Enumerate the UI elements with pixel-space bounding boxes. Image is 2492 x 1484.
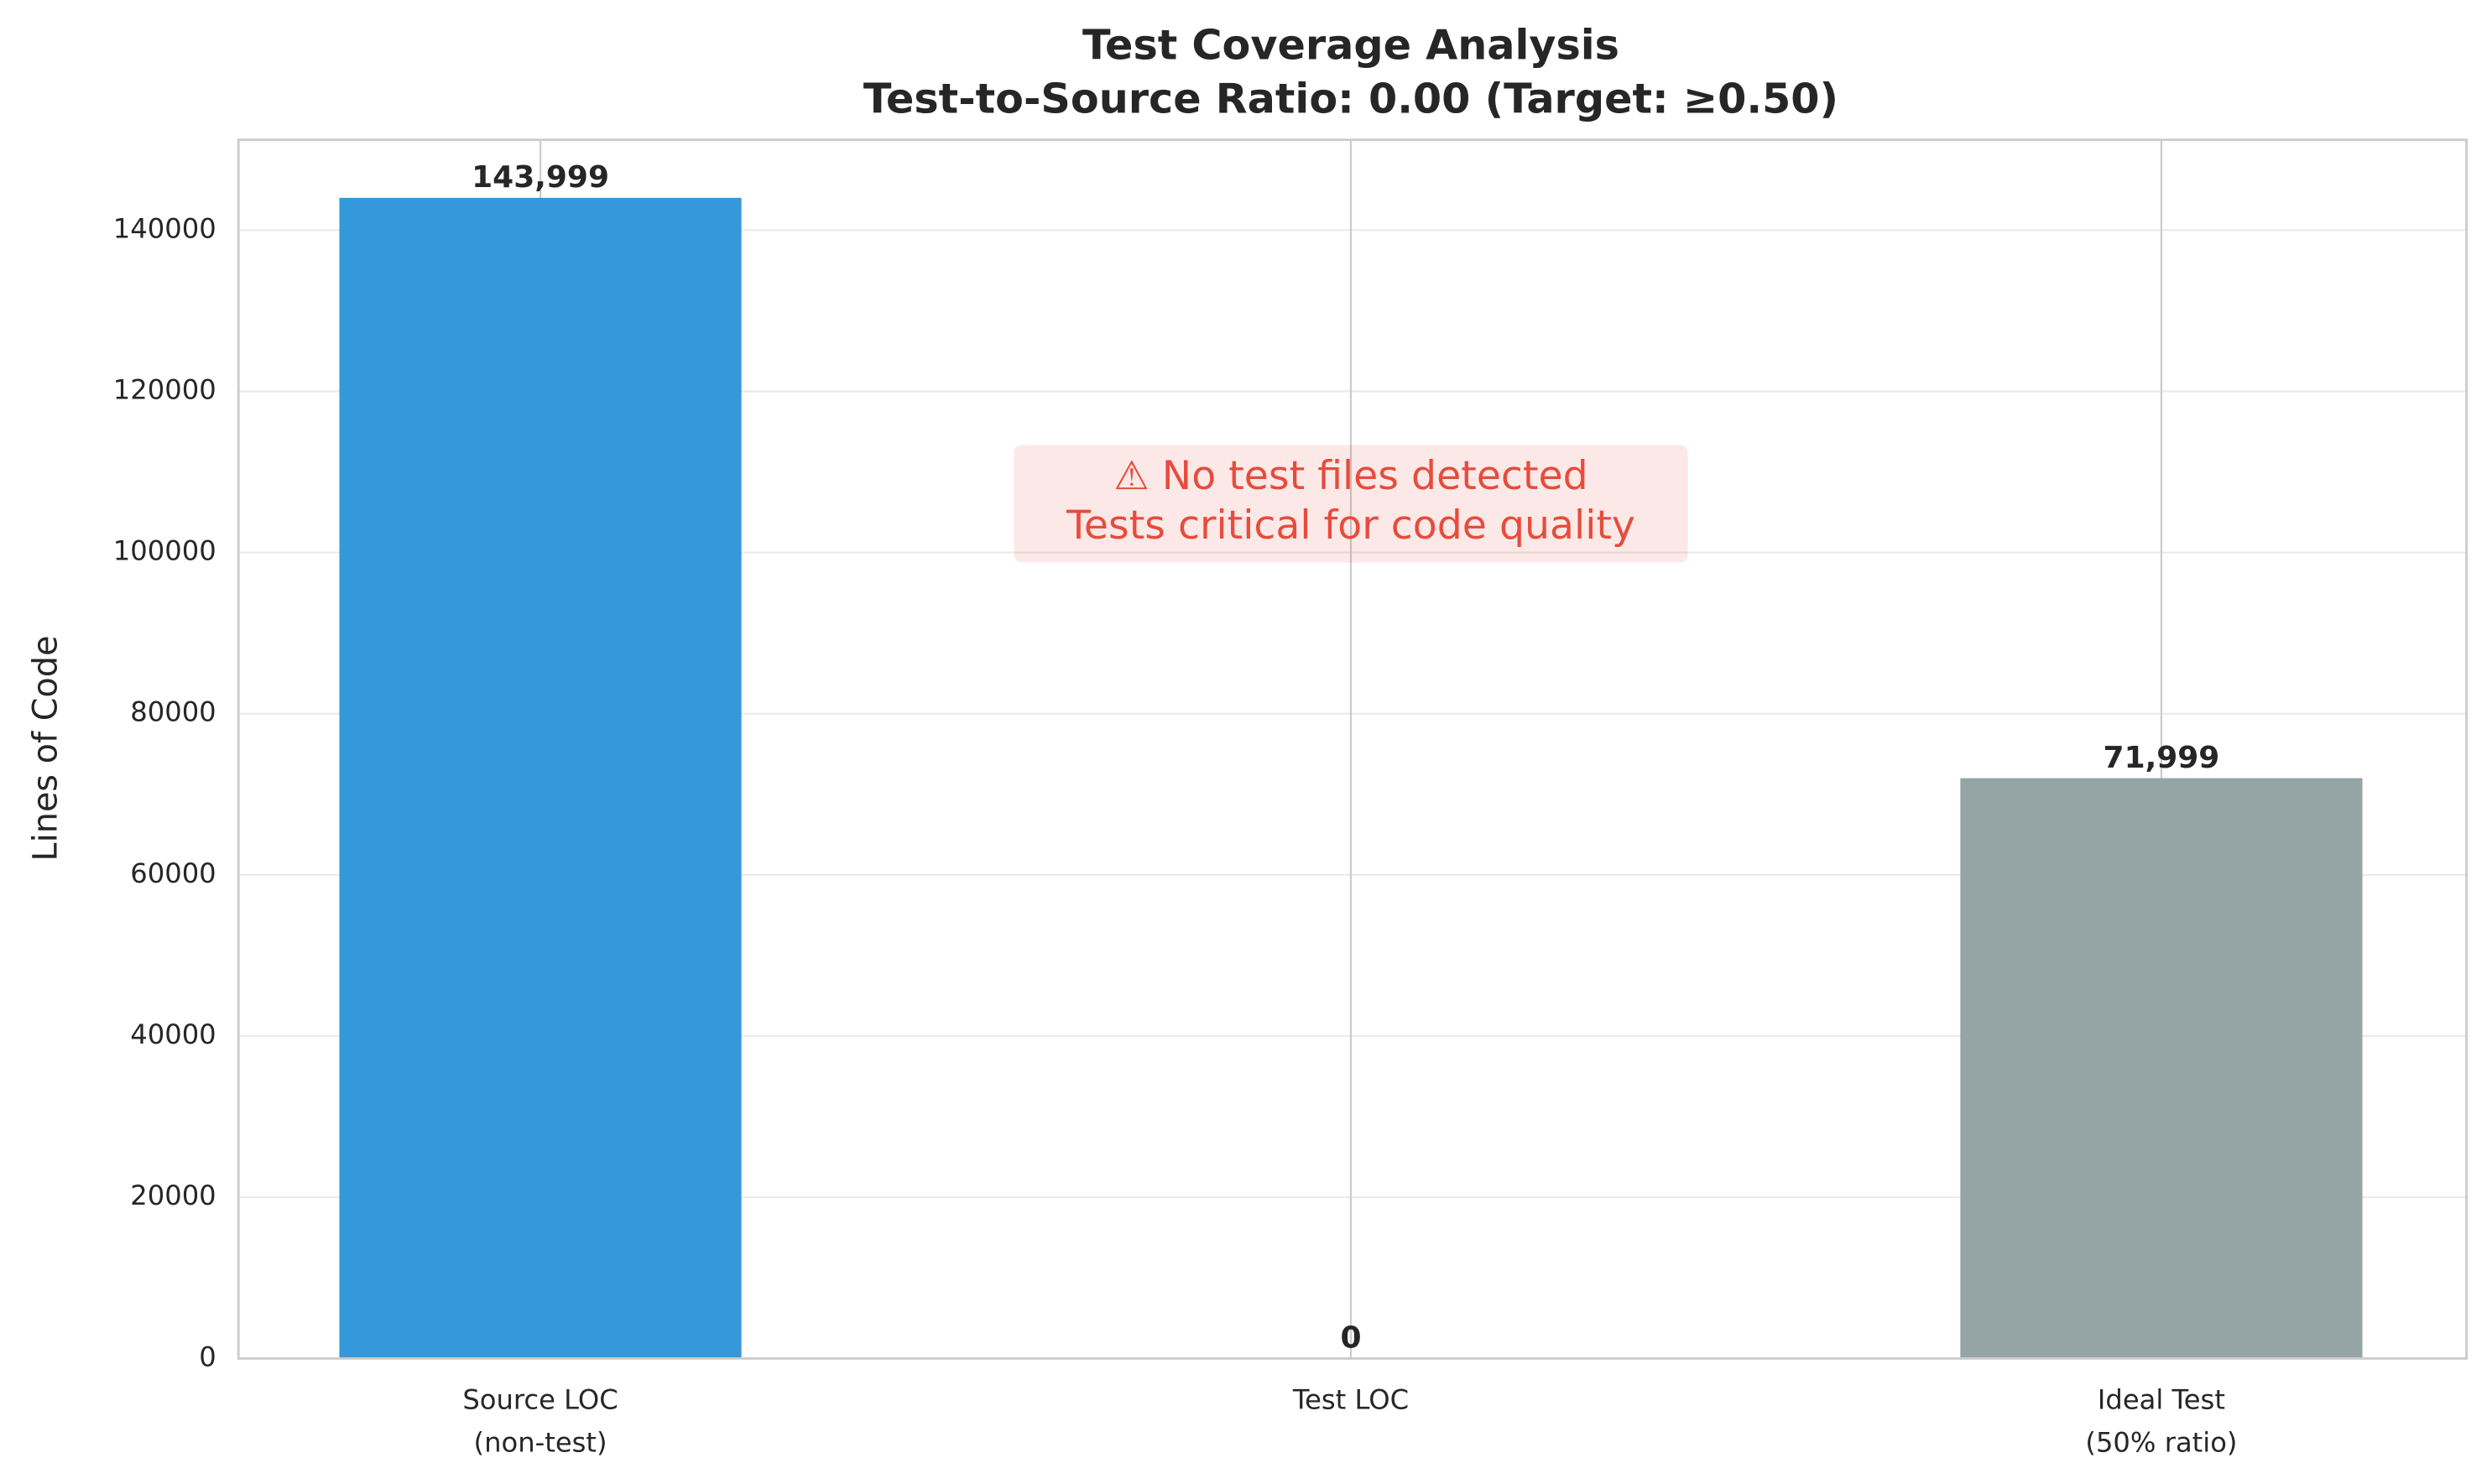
value-label: 143,999: [472, 160, 609, 195]
y-tick-label: 120000: [113, 373, 216, 405]
annotation-box: [1014, 445, 1688, 563]
y-tick-label: 20000: [130, 1179, 216, 1211]
y-tick-label: 140000: [113, 212, 216, 244]
y-tick-label: 100000: [113, 535, 216, 567]
y-tick-label: 0: [199, 1341, 216, 1372]
annotation-text: Tests critical for code quality: [1066, 502, 1635, 549]
annotation-text: ⚠ No test files detected: [1113, 453, 1587, 499]
y-axis-label: Lines of Code: [26, 636, 65, 862]
bar: [1960, 778, 2363, 1359]
x-tick-label: Ideal Test (50% ratio): [2085, 1384, 2237, 1459]
plot-frame: [237, 138, 2469, 1360]
value-label: 71,999: [2104, 741, 2220, 775]
x-tick-label: Source LOC (non-test): [462, 1384, 618, 1459]
value-label: 0: [1340, 1321, 1361, 1356]
y-tick-label: 40000: [130, 1018, 216, 1050]
y-tick-label: 60000: [130, 857, 216, 889]
chart-subtitle: Test-to-Source Ratio: 0.00 (Target: ≥0.5…: [863, 75, 1838, 123]
chart-title: Test Coverage Analysis: [1082, 20, 1619, 69]
bar: [339, 197, 742, 1359]
x-tick-label: Test LOC: [1292, 1384, 1409, 1416]
y-tick-label: 80000: [130, 696, 216, 728]
